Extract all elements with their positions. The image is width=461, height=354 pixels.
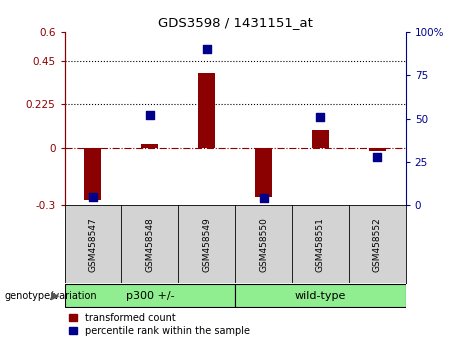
Text: GSM458547: GSM458547 xyxy=(89,217,97,272)
Point xyxy=(317,114,324,120)
Bar xyxy=(235,285,406,307)
Bar xyxy=(142,144,159,148)
Point xyxy=(89,194,97,200)
Text: GSM458549: GSM458549 xyxy=(202,217,211,272)
Text: GSM458550: GSM458550 xyxy=(259,217,268,272)
Text: p300 +/-: p300 +/- xyxy=(125,291,174,301)
Bar xyxy=(312,130,329,148)
Text: genotype/variation: genotype/variation xyxy=(5,291,97,301)
Bar xyxy=(255,148,272,197)
Point xyxy=(373,154,381,160)
Bar xyxy=(65,285,235,307)
Title: GDS3598 / 1431151_at: GDS3598 / 1431151_at xyxy=(158,16,313,29)
Text: GSM458548: GSM458548 xyxy=(145,217,154,272)
Text: GSM458552: GSM458552 xyxy=(373,217,382,272)
Bar xyxy=(84,148,101,200)
Point xyxy=(260,195,267,201)
Text: ▶: ▶ xyxy=(52,291,60,301)
Text: GSM458551: GSM458551 xyxy=(316,217,325,272)
Point xyxy=(146,112,154,118)
Point xyxy=(203,46,210,52)
Text: wild-type: wild-type xyxy=(295,291,346,301)
Legend: transformed count, percentile rank within the sample: transformed count, percentile rank withi… xyxy=(70,313,250,336)
Bar xyxy=(369,148,386,152)
Bar xyxy=(198,73,215,148)
